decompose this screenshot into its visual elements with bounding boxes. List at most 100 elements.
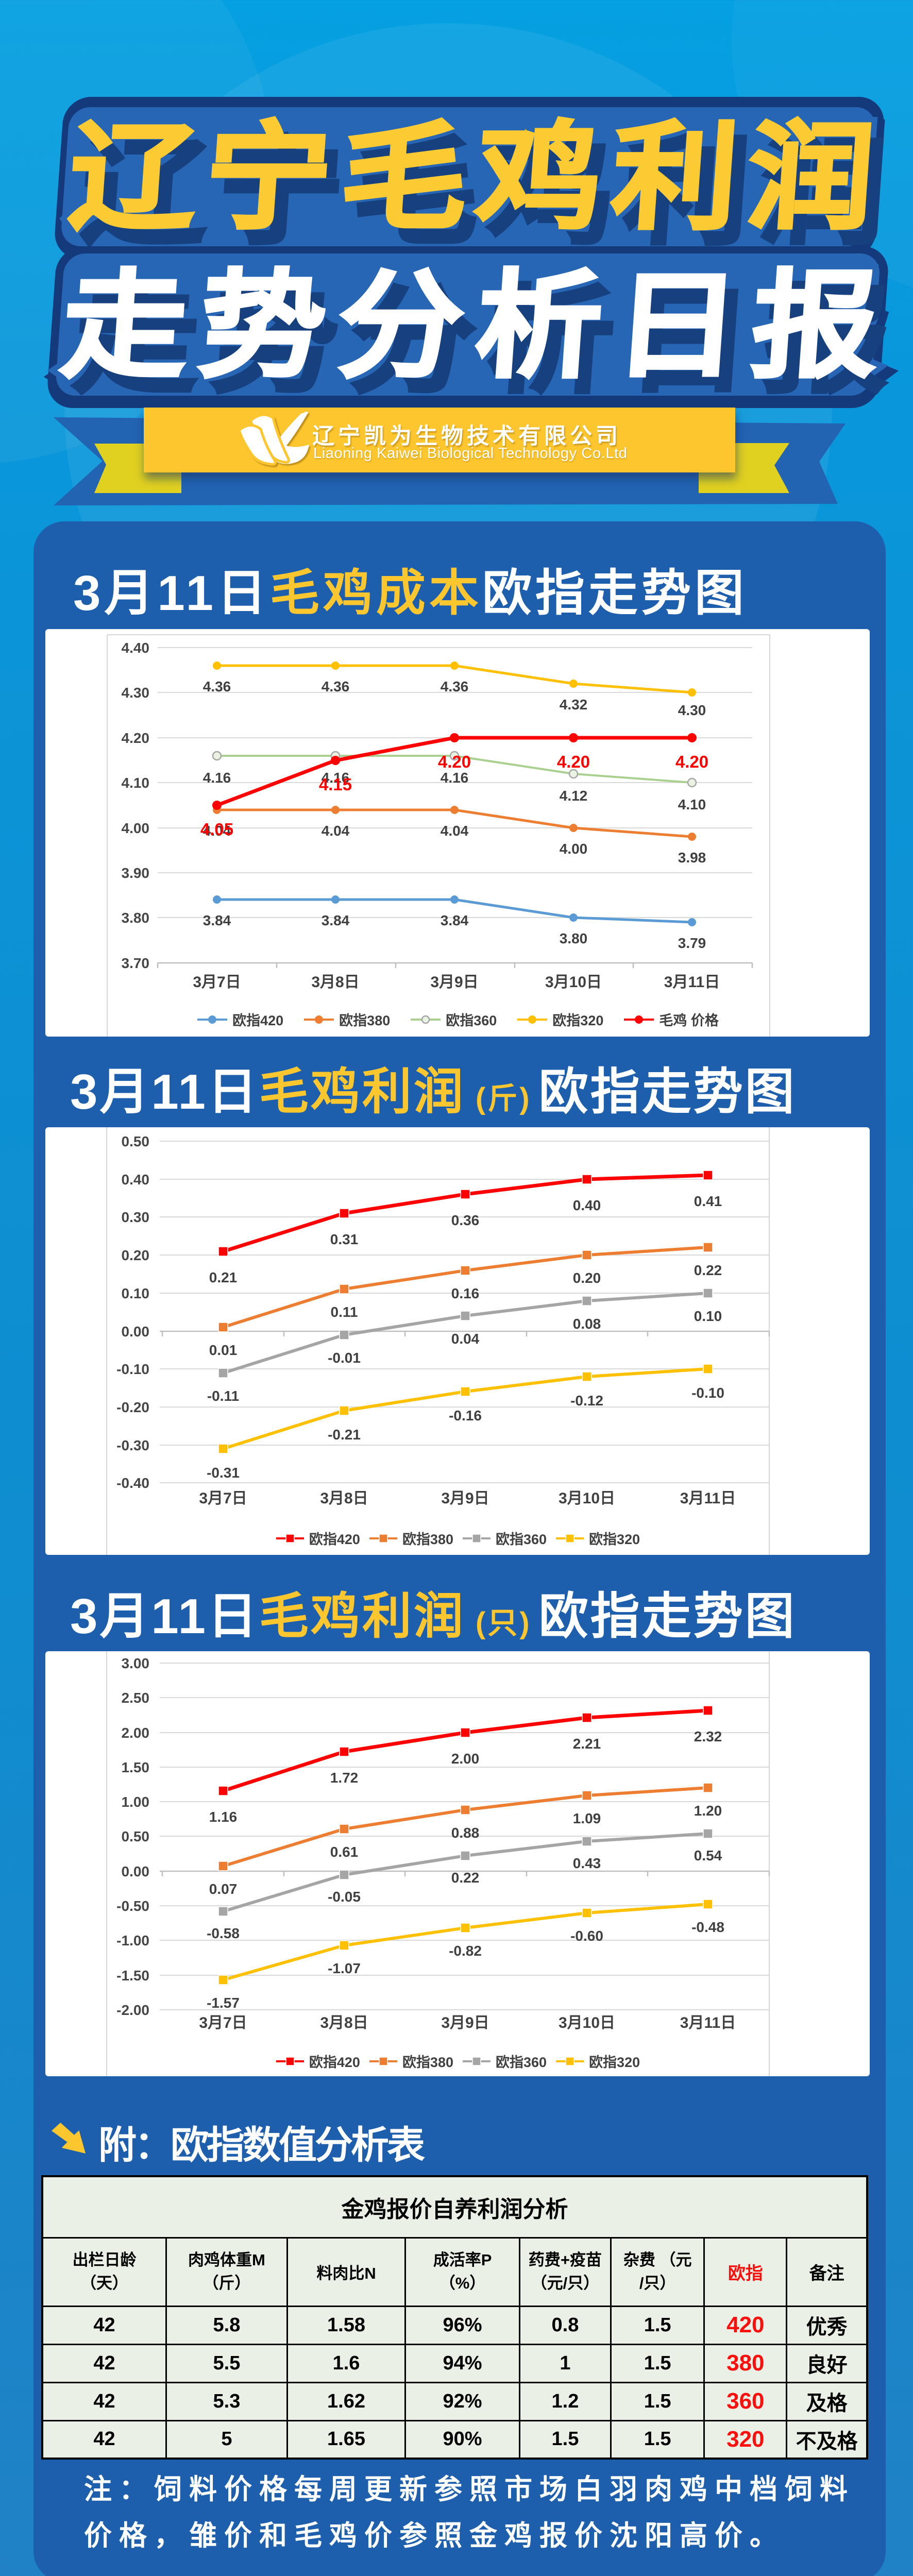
- svg-text:-2.00: -2.00: [116, 2002, 149, 2018]
- svg-text:0.07: 0.07: [209, 1881, 238, 1897]
- svg-text:0.22: 0.22: [694, 1262, 722, 1278]
- svg-text:0.22: 0.22: [451, 1870, 480, 1886]
- svg-text:-0.48: -0.48: [691, 1919, 724, 1935]
- svg-text:4.30: 4.30: [678, 702, 706, 718]
- svg-text:3.80: 3.80: [122, 910, 150, 926]
- svg-text:4.00: 4.00: [560, 841, 588, 857]
- svg-text:0.10: 0.10: [122, 1285, 150, 1301]
- svg-text:0.40: 0.40: [122, 1172, 150, 1188]
- svg-text:0.31: 0.31: [330, 1231, 359, 1247]
- svg-text:3月8日: 3月8日: [320, 2014, 368, 2031]
- svg-text:3月8日: 3月8日: [311, 974, 359, 991]
- svg-text:0.00: 0.00: [122, 1863, 150, 1879]
- svg-text:-0.11: -0.11: [207, 1388, 239, 1404]
- svg-text:0.20: 0.20: [573, 1270, 601, 1286]
- svg-text:-0.10: -0.10: [691, 1385, 724, 1401]
- svg-text:0.40: 0.40: [573, 1197, 601, 1213]
- svg-text:3.84: 3.84: [203, 912, 231, 928]
- svg-text:4.12: 4.12: [560, 788, 588, 804]
- svg-text:3月7日: 3月7日: [199, 1490, 247, 1507]
- svg-text:3月7日: 3月7日: [193, 974, 241, 991]
- svg-text:4.04: 4.04: [322, 823, 350, 839]
- svg-text:4.15: 4.15: [319, 775, 352, 794]
- svg-text:0.61: 0.61: [330, 1844, 359, 1860]
- svg-text:4.10: 4.10: [122, 775, 150, 791]
- svg-text:4.04: 4.04: [203, 823, 231, 839]
- svg-text:-0.10: -0.10: [116, 1361, 149, 1377]
- svg-text:3月11日: 3月11日: [680, 2014, 736, 2031]
- svg-text:4.16: 4.16: [441, 770, 469, 786]
- svg-text:4.20: 4.20: [438, 752, 471, 771]
- svg-text:3.70: 3.70: [122, 955, 150, 971]
- svg-text:4.20: 4.20: [122, 730, 150, 746]
- svg-text:-0.21: -0.21: [328, 1427, 361, 1443]
- svg-text:-0.60: -0.60: [570, 1928, 603, 1944]
- svg-text:4.00: 4.00: [122, 820, 150, 836]
- svg-text:3.84: 3.84: [441, 912, 469, 928]
- svg-text:4.36: 4.36: [322, 679, 350, 694]
- svg-text:4.04: 4.04: [441, 823, 469, 839]
- svg-text:4.20: 4.20: [675, 752, 708, 771]
- svg-text:4.05: 4.05: [200, 820, 233, 839]
- svg-text:-0.58: -0.58: [207, 1925, 240, 1941]
- svg-text:0.08: 0.08: [573, 1316, 601, 1332]
- svg-text:4.10: 4.10: [678, 796, 706, 812]
- svg-text:1.09: 1.09: [573, 1810, 601, 1826]
- svg-text:0.50: 0.50: [122, 1133, 150, 1149]
- svg-text:0.50: 0.50: [122, 1828, 150, 1844]
- svg-text:1.00: 1.00: [122, 1794, 150, 1810]
- svg-text:0.16: 0.16: [451, 1285, 480, 1301]
- svg-text:-0.01: -0.01: [328, 1350, 361, 1366]
- svg-text:4.32: 4.32: [560, 697, 588, 713]
- svg-text:-1.00: -1.00: [116, 1933, 149, 1948]
- svg-text:3月8日: 3月8日: [320, 1490, 368, 1507]
- svg-text:-1.57: -1.57: [207, 1995, 240, 2011]
- svg-text:3月11日: 3月11日: [680, 1490, 736, 1507]
- svg-text:0.01: 0.01: [209, 1342, 238, 1358]
- svg-text:1.72: 1.72: [330, 1770, 359, 1786]
- svg-text:3月7日: 3月7日: [199, 2014, 247, 2031]
- svg-text:0.41: 0.41: [694, 1193, 722, 1209]
- svg-text:-0.30: -0.30: [116, 1437, 149, 1453]
- svg-text:3月11日: 3月11日: [664, 974, 720, 991]
- svg-text:-0.16: -0.16: [449, 1408, 482, 1423]
- svg-text:2.50: 2.50: [122, 1690, 150, 1706]
- svg-text:3月9日: 3月9日: [430, 974, 478, 991]
- svg-text:0.11: 0.11: [331, 1304, 358, 1320]
- svg-text:4.30: 4.30: [122, 685, 150, 701]
- svg-text:-0.20: -0.20: [116, 1399, 149, 1415]
- svg-text:0.20: 0.20: [122, 1247, 150, 1263]
- svg-text:3月10日: 3月10日: [545, 974, 602, 991]
- svg-text:4.40: 4.40: [122, 640, 150, 656]
- svg-text:0.10: 0.10: [694, 1308, 722, 1324]
- svg-text:0.36: 0.36: [451, 1212, 480, 1228]
- svg-text:0.30: 0.30: [122, 1209, 150, 1225]
- svg-text:-0.50: -0.50: [116, 1898, 149, 1914]
- svg-text:4.20: 4.20: [557, 752, 590, 771]
- svg-text:4.16: 4.16: [203, 770, 231, 786]
- svg-text:3.84: 3.84: [322, 912, 350, 928]
- svg-text:3.98: 3.98: [678, 850, 706, 866]
- svg-text:-0.82: -0.82: [449, 1943, 482, 1959]
- svg-text:0.43: 0.43: [573, 1855, 601, 1871]
- svg-text:2.21: 2.21: [573, 1736, 601, 1752]
- svg-text:0.04: 0.04: [451, 1331, 480, 1347]
- svg-text:4.36: 4.36: [441, 679, 469, 694]
- svg-text:3月9日: 3月9日: [441, 1490, 489, 1507]
- svg-text:4.16: 4.16: [322, 770, 350, 786]
- svg-text:1.20: 1.20: [694, 1803, 722, 1819]
- svg-text:3月9日: 3月9日: [441, 2014, 489, 2031]
- svg-text:2.32: 2.32: [694, 1728, 722, 1744]
- svg-text:3.80: 3.80: [560, 930, 588, 946]
- svg-text:2.00: 2.00: [451, 1751, 480, 1767]
- svg-text:3.90: 3.90: [122, 865, 150, 881]
- svg-text:0.21: 0.21: [209, 1269, 238, 1285]
- svg-text:3.79: 3.79: [678, 935, 706, 951]
- svg-text:-0.12: -0.12: [570, 1393, 603, 1409]
- svg-text:3月10日: 3月10日: [559, 2014, 615, 2031]
- svg-text:1.16: 1.16: [209, 1809, 238, 1825]
- svg-text:2.00: 2.00: [122, 1725, 150, 1741]
- svg-text:0.00: 0.00: [122, 1324, 150, 1340]
- svg-text:-1.50: -1.50: [116, 1968, 149, 1984]
- svg-text:1.50: 1.50: [122, 1759, 150, 1775]
